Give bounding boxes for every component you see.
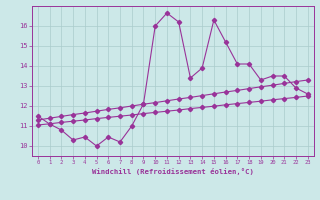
X-axis label: Windchill (Refroidissement éolien,°C): Windchill (Refroidissement éolien,°C): [92, 168, 254, 175]
